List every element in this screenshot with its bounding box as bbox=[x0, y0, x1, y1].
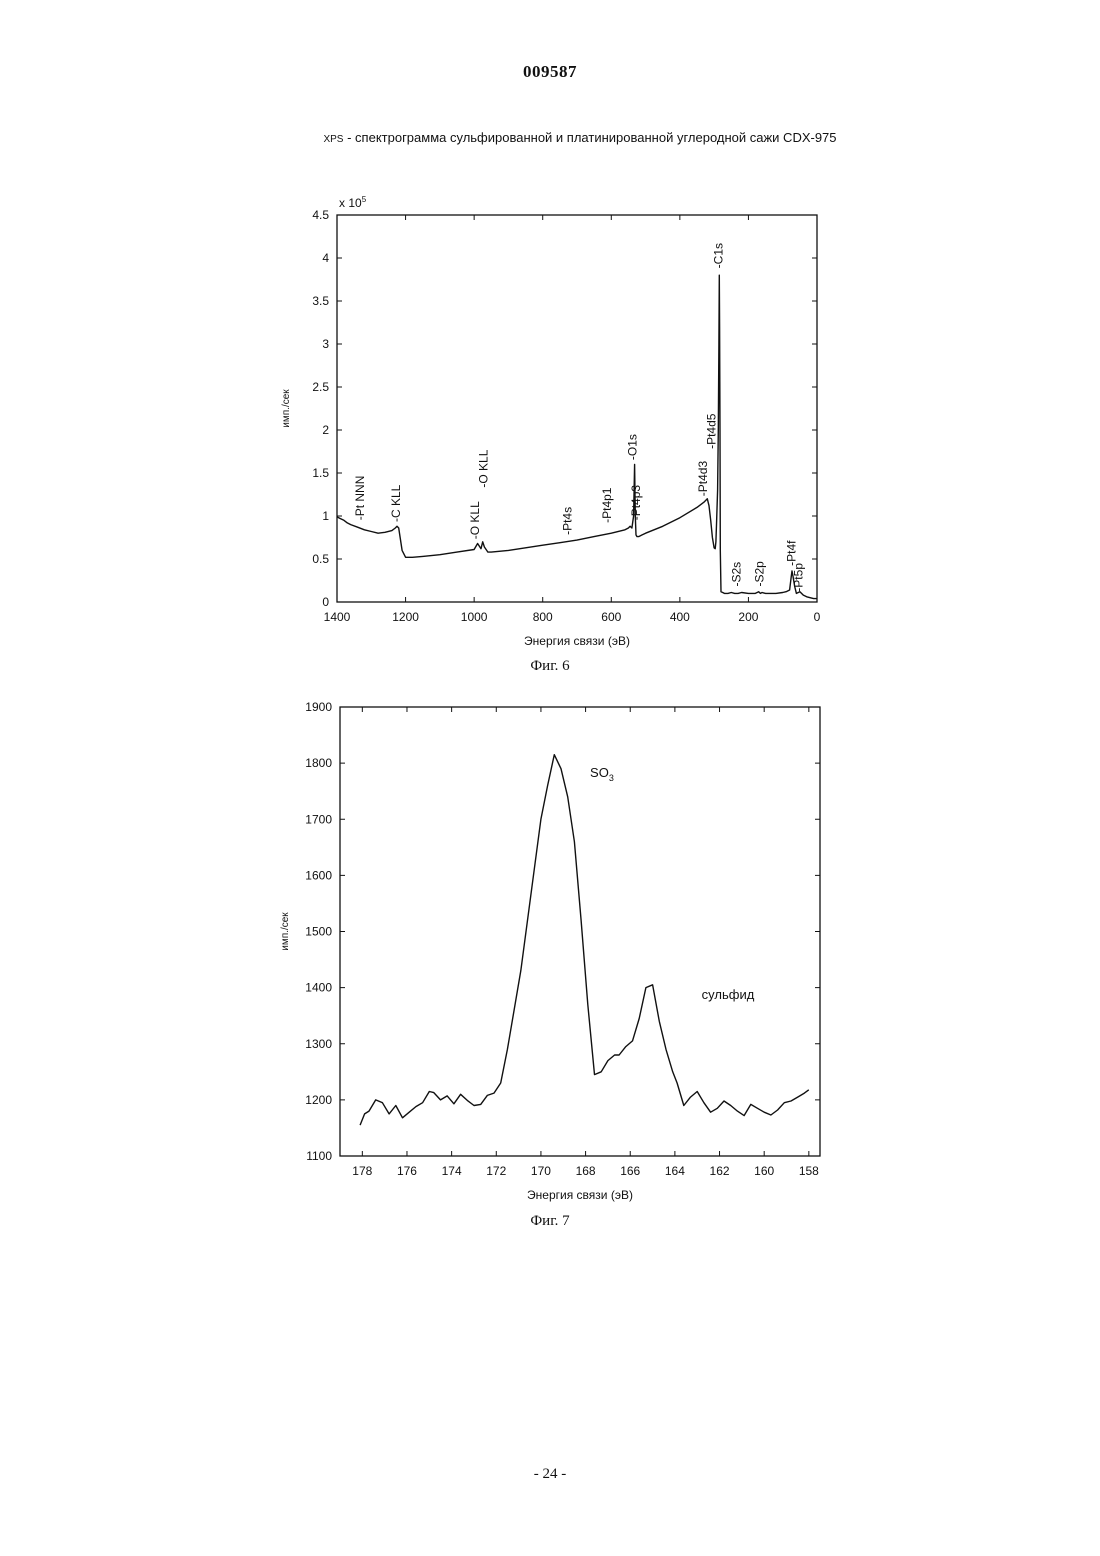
x-tick-label: 166 bbox=[620, 1164, 640, 1178]
y-tick-label: 1500 bbox=[305, 925, 332, 939]
xps-s2p-chart: 178 176 174 172 170 168 166 164 162 160 158 1100 120… bbox=[0, 0, 1100, 1230]
peak-label: сульфид bbox=[702, 987, 755, 1002]
x-tick-label: 178 bbox=[352, 1164, 372, 1178]
x-tick-label: 170 bbox=[531, 1164, 551, 1178]
x-tick-label: 172 bbox=[486, 1164, 506, 1178]
x-tick-label: 160 bbox=[754, 1164, 774, 1178]
x-tick-label: 164 bbox=[665, 1164, 685, 1178]
y-tick-label: 1800 bbox=[305, 756, 332, 770]
y-tick-label: 1200 bbox=[305, 1093, 332, 1107]
figure-7-caption: Фиг. 7 bbox=[0, 1213, 1100, 1230]
peak-label: SO3 bbox=[590, 765, 614, 783]
y-tick-label: 1600 bbox=[305, 868, 332, 882]
x-tick-label: 176 bbox=[397, 1164, 417, 1178]
y-tick-label: 1400 bbox=[305, 981, 332, 995]
y-tick-label: 1300 bbox=[305, 1037, 332, 1051]
y-tick-label: 1100 bbox=[306, 1149, 332, 1163]
y-tick-label: 1700 bbox=[305, 812, 332, 826]
x-axis-label: Энергия связи (эВ) bbox=[527, 1188, 633, 1202]
x-tick-label: 158 bbox=[799, 1164, 819, 1178]
y-axis-label: имп./сек bbox=[280, 912, 291, 951]
page-footer: - 24 - bbox=[0, 1466, 1100, 1483]
x-tick-label: 174 bbox=[442, 1164, 462, 1178]
x-tick-label: 168 bbox=[576, 1164, 596, 1178]
plot-frame bbox=[340, 707, 820, 1156]
y-tick-label: 1900 bbox=[305, 700, 332, 714]
series-line-0 bbox=[360, 755, 809, 1125]
x-tick-label: 162 bbox=[710, 1164, 730, 1178]
